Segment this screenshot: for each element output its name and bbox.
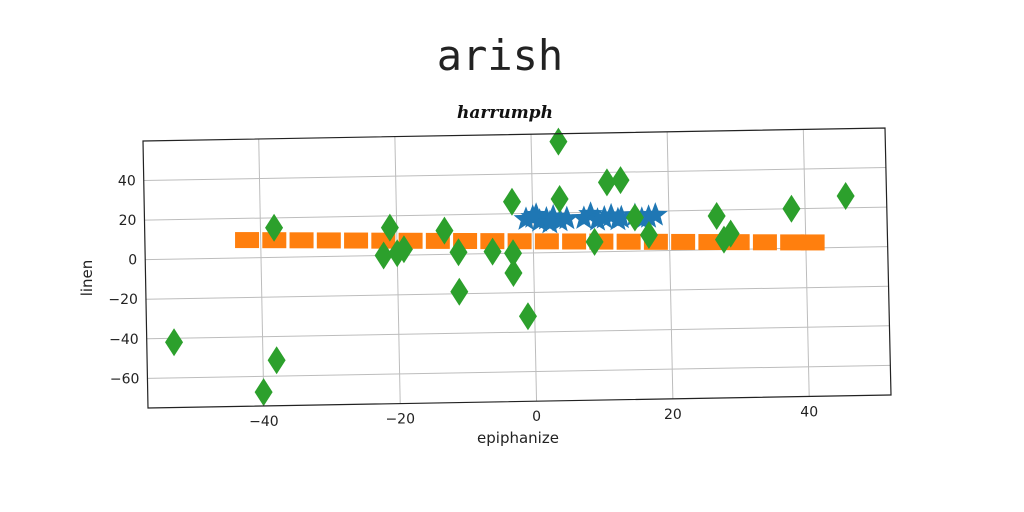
diamond-point xyxy=(450,277,469,306)
diamond-point xyxy=(374,241,393,270)
square-point xyxy=(800,234,825,251)
square-point xyxy=(780,234,805,251)
star-point xyxy=(585,207,610,231)
y-grid-line xyxy=(143,167,886,182)
y-axis-label: linen xyxy=(78,260,96,297)
axes-frame xyxy=(142,127,892,409)
square-point xyxy=(289,232,314,249)
diamond-point xyxy=(721,219,740,248)
diamond-point xyxy=(449,238,468,267)
diamond-point xyxy=(502,187,521,216)
y-grid-line xyxy=(146,325,890,340)
x-grid-line xyxy=(666,131,674,399)
x-grid-line xyxy=(802,129,810,397)
square-point xyxy=(752,234,777,251)
diamond-point xyxy=(380,213,399,242)
plot-area: −40 −20 0 20 40 −60 −40 −20 0 20 40 xyxy=(108,127,892,430)
chart-suptitle: arish xyxy=(437,31,563,80)
diamond-point xyxy=(597,168,616,197)
square-point xyxy=(534,233,559,250)
x-tick-label: 40 xyxy=(800,404,818,420)
diamond-point xyxy=(483,237,502,266)
star-point xyxy=(608,204,634,229)
star-point xyxy=(537,209,563,234)
diamond-point xyxy=(625,203,644,232)
square-point xyxy=(316,232,341,249)
x-grid-line xyxy=(530,134,538,402)
star-point xyxy=(523,202,549,226)
diamond-point xyxy=(836,181,855,210)
y-tick-label: −60 xyxy=(110,371,140,387)
star-point xyxy=(540,203,566,228)
diamond-point xyxy=(549,127,568,156)
star-point xyxy=(554,205,580,230)
diamond-point xyxy=(435,216,454,245)
square-point xyxy=(671,233,696,250)
diamond-point xyxy=(165,328,184,357)
diamond-point xyxy=(611,166,630,195)
star-point xyxy=(636,204,661,228)
y-grid-line xyxy=(144,206,887,221)
diamond-point xyxy=(782,194,801,223)
y-tick-label: 20 xyxy=(119,213,137,229)
diamond-point xyxy=(639,221,658,250)
diamond-point xyxy=(707,202,726,231)
tick-labels: −40 −20 0 20 40 −60 −40 −20 0 20 40 xyxy=(108,174,818,430)
diamond-point xyxy=(504,259,523,288)
diamond-point xyxy=(254,378,273,407)
diamond-point xyxy=(504,239,523,268)
y-grid-line xyxy=(145,285,889,300)
square-point xyxy=(616,233,641,250)
x-tick-label: −40 xyxy=(249,414,279,430)
x-tick-label: 20 xyxy=(664,407,682,423)
star-point xyxy=(534,206,559,230)
y-grid-line xyxy=(147,364,891,379)
y-tick-label: −20 xyxy=(108,292,138,308)
data-series xyxy=(165,127,855,407)
star-point xyxy=(513,206,539,230)
x-axis-label: epiphanize xyxy=(477,429,559,447)
star-point xyxy=(578,201,603,225)
diamond-point xyxy=(265,213,284,242)
diamond-point xyxy=(394,235,413,264)
chart-title: harrumph xyxy=(457,103,553,123)
x-tick-label: 0 xyxy=(532,409,541,425)
y-tick-label: 0 xyxy=(128,253,137,269)
star-point xyxy=(571,205,597,229)
x-grid-line xyxy=(258,138,265,406)
square-point xyxy=(235,232,260,249)
square-point xyxy=(562,233,587,250)
diamond-point xyxy=(585,227,604,256)
series-diamond-group xyxy=(165,127,855,407)
diamond-point xyxy=(550,184,569,213)
y-tick-label: −40 xyxy=(109,332,139,348)
star-point xyxy=(591,205,617,229)
star-point xyxy=(643,202,668,226)
square-point xyxy=(344,232,369,249)
y-tick-label: 40 xyxy=(118,174,136,190)
diamond-point xyxy=(518,302,537,331)
x-tick-label: −20 xyxy=(385,412,415,428)
x-grid-line xyxy=(394,136,401,404)
diamond-point xyxy=(267,346,286,375)
